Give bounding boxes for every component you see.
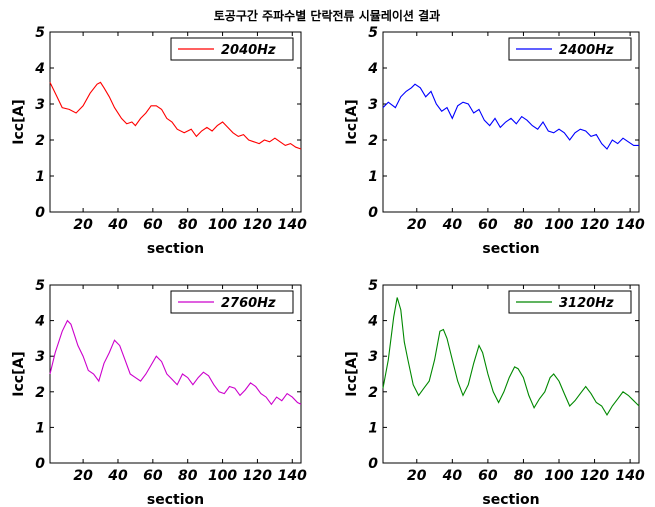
- y-tick-label: 5: [35, 25, 45, 41]
- series-line-2040Hz: [49, 81, 302, 150]
- x-tick-label: 100: [208, 217, 237, 233]
- y-tick-label: 3: [35, 97, 45, 113]
- y-tick-label: 0: [35, 205, 45, 221]
- x-tick-label: 20: [407, 468, 427, 484]
- y-tick-label: 5: [368, 25, 378, 41]
- y-tick-label: 2: [368, 133, 378, 149]
- x-tick-label: 140: [615, 468, 644, 484]
- y-axis-label: Icc[A]: [11, 99, 27, 144]
- legend-box: [508, 37, 632, 61]
- y-tick-label: 2: [35, 133, 45, 149]
- x-tick-label: 120: [243, 468, 272, 484]
- x-tick-label: 100: [208, 468, 237, 484]
- chart-panel-3: 0 1 2 3 4 5 20 40 60 80 100 120 140 section Icc[A] 3120…: [344, 278, 645, 507]
- chart-panel-1: 0 1 2 3 4 5 20 40 60 80 100 120 140 section Icc[A] 2400…: [344, 25, 645, 257]
- legend-box: [170, 290, 294, 314]
- x-tick-label: 80: [514, 217, 534, 233]
- x-axis-label: section: [147, 241, 204, 257]
- x-tick-label: 20: [407, 217, 427, 233]
- y-tick-label: 1: [368, 169, 378, 185]
- y-axis-label: Icc[A]: [344, 99, 360, 144]
- chart-panel-2: 0 1 2 3 4 5 20 40 60 80 100 120 140 section Icc[A] 2760…: [11, 278, 307, 507]
- y-tick-label: 2: [35, 385, 45, 401]
- x-tick-label: 40: [442, 468, 463, 484]
- y-tick-label: 0: [368, 205, 378, 221]
- series-line-2760Hz: [49, 319, 302, 406]
- x-tick-label: 80: [178, 468, 198, 484]
- x-tick-label: 20: [73, 468, 93, 484]
- legend-box: [170, 37, 294, 61]
- y-tick-label: 1: [35, 169, 45, 185]
- x-tick-label: 60: [143, 217, 163, 233]
- y-tick-label: 4: [367, 61, 378, 77]
- x-tick-label: 60: [478, 217, 498, 233]
- x-axis-label: section: [482, 492, 539, 507]
- x-tick-label: 140: [278, 468, 307, 484]
- y-tick-label: 5: [368, 278, 378, 294]
- legend-label: 2040Hz: [221, 43, 276, 58]
- y-axis-label: Icc[A]: [344, 351, 360, 396]
- y-tick-label: 3: [35, 349, 45, 365]
- y-tick-label: 2: [368, 385, 378, 401]
- x-tick-label: 40: [442, 217, 463, 233]
- x-tick-label: 20: [73, 217, 93, 233]
- legend-label: 3120Hz: [559, 296, 614, 311]
- plot-area: [49, 284, 302, 464]
- x-axis-label: section: [482, 241, 539, 257]
- x-tick-label: 40: [107, 217, 128, 233]
- x-tick-label: 120: [580, 468, 609, 484]
- x-tick-label: 80: [178, 217, 198, 233]
- x-tick-label: 60: [478, 468, 498, 484]
- x-tick-label: 60: [143, 468, 163, 484]
- x-axis-label: section: [147, 492, 204, 507]
- y-tick-label: 1: [35, 420, 45, 436]
- series-line-3120Hz: [382, 297, 640, 416]
- legend-label: 2400Hz: [559, 43, 614, 58]
- x-tick-label: 100: [544, 468, 573, 484]
- x-tick-label: 140: [278, 217, 307, 233]
- x-tick-label: 80: [514, 468, 534, 484]
- y-tick-label: 0: [368, 456, 378, 472]
- x-tick-label: 40: [107, 468, 128, 484]
- y-axis-label: Icc[A]: [11, 351, 27, 396]
- x-tick-label: 120: [243, 217, 272, 233]
- y-tick-label: 4: [34, 61, 45, 77]
- x-tick-label: 120: [580, 217, 609, 233]
- x-tick-label: 100: [544, 217, 573, 233]
- y-tick-label: 0: [35, 456, 45, 472]
- y-tick-label: 4: [34, 314, 45, 330]
- plot-area: [382, 31, 640, 213]
- x-tick-label: 140: [615, 217, 644, 233]
- plot-area: [49, 31, 302, 213]
- legend-label: 2760Hz: [221, 296, 276, 311]
- legend-box: [508, 290, 632, 314]
- figure-title: 토공구간 주파수별 단락전류 시뮬레이션 결과: [214, 8, 440, 23]
- y-tick-label: 5: [35, 278, 45, 294]
- y-tick-label: 3: [368, 97, 378, 113]
- series-line-2400Hz: [382, 83, 639, 150]
- y-tick-label: 4: [367, 314, 378, 330]
- y-tick-label: 1: [368, 420, 378, 436]
- y-tick-label: 3: [368, 349, 378, 365]
- chart-panel-0: 0 1 2 3 4 5 20 40 60 80 100 120 140 section Icc[A] 2040…: [11, 25, 307, 257]
